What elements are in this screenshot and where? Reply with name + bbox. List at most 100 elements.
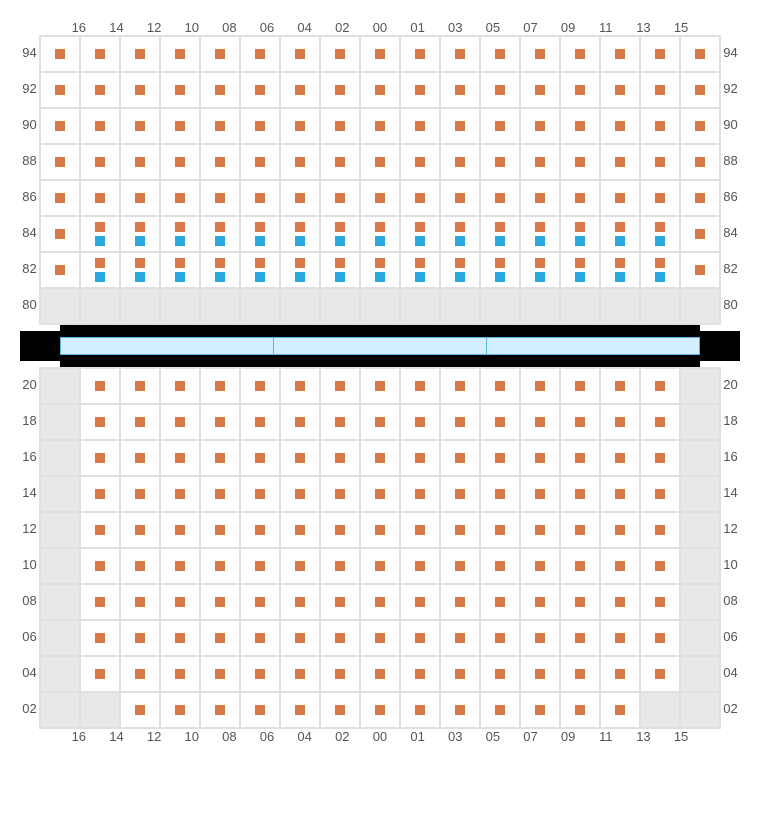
seat[interactable] [455, 453, 465, 463]
seat[interactable] [455, 85, 465, 95]
seat[interactable] [535, 453, 545, 463]
seat[interactable] [495, 417, 505, 427]
seat[interactable] [655, 489, 665, 499]
seat[interactable] [575, 121, 585, 131]
seat[interactable] [655, 525, 665, 535]
seat[interactable] [215, 222, 225, 232]
seat[interactable] [495, 85, 505, 95]
seat[interactable] [655, 222, 665, 232]
seat[interactable] [215, 489, 225, 499]
seat[interactable] [535, 236, 545, 246]
seat[interactable] [95, 222, 105, 232]
seat[interactable] [455, 561, 465, 571]
seat[interactable] [335, 669, 345, 679]
seat[interactable] [295, 525, 305, 535]
seat[interactable] [295, 669, 305, 679]
seat[interactable] [655, 417, 665, 427]
seat[interactable] [455, 121, 465, 131]
seat[interactable] [535, 121, 545, 131]
seat[interactable] [335, 561, 345, 571]
seat[interactable] [135, 157, 145, 167]
seat[interactable] [495, 381, 505, 391]
seat[interactable] [415, 453, 425, 463]
seat[interactable] [495, 121, 505, 131]
seat[interactable] [375, 49, 385, 59]
seat[interactable] [375, 633, 385, 643]
seat[interactable] [295, 705, 305, 715]
seat[interactable] [455, 236, 465, 246]
seat[interactable] [495, 222, 505, 232]
seat[interactable] [335, 222, 345, 232]
seat[interactable] [295, 417, 305, 427]
seat[interactable] [175, 121, 185, 131]
seat[interactable] [215, 236, 225, 246]
seat[interactable] [575, 258, 585, 268]
seat[interactable] [455, 157, 465, 167]
seat[interactable] [535, 525, 545, 535]
seat[interactable] [215, 258, 225, 268]
seat[interactable] [295, 236, 305, 246]
seat[interactable] [655, 381, 665, 391]
seat[interactable] [415, 222, 425, 232]
seat[interactable] [695, 49, 705, 59]
seat[interactable] [335, 85, 345, 95]
seat[interactable] [615, 669, 625, 679]
seat[interactable] [655, 193, 665, 203]
seat[interactable] [415, 157, 425, 167]
seat[interactable] [255, 489, 265, 499]
seat[interactable] [415, 669, 425, 679]
seat[interactable] [615, 705, 625, 715]
seat[interactable] [55, 157, 65, 167]
seat[interactable] [575, 222, 585, 232]
seat[interactable] [175, 561, 185, 571]
seat[interactable] [535, 85, 545, 95]
seat[interactable] [615, 381, 625, 391]
seat[interactable] [495, 193, 505, 203]
seat[interactable] [135, 222, 145, 232]
seat[interactable] [495, 525, 505, 535]
seat[interactable] [375, 193, 385, 203]
seat[interactable] [495, 236, 505, 246]
seat[interactable] [615, 417, 625, 427]
seat[interactable] [495, 705, 505, 715]
seat[interactable] [55, 49, 65, 59]
seat[interactable] [95, 49, 105, 59]
seat[interactable] [295, 561, 305, 571]
seat[interactable] [455, 49, 465, 59]
seat[interactable] [295, 272, 305, 282]
seat[interactable] [255, 669, 265, 679]
seat[interactable] [255, 417, 265, 427]
seat[interactable] [375, 705, 385, 715]
seat[interactable] [695, 193, 705, 203]
seat[interactable] [135, 561, 145, 571]
seat[interactable] [455, 525, 465, 535]
seat[interactable] [575, 157, 585, 167]
seat[interactable] [495, 669, 505, 679]
seat[interactable] [415, 381, 425, 391]
seat[interactable] [335, 381, 345, 391]
seat[interactable] [375, 489, 385, 499]
seat[interactable] [255, 222, 265, 232]
seat[interactable] [575, 453, 585, 463]
seat[interactable] [295, 453, 305, 463]
seat[interactable] [335, 193, 345, 203]
seat[interactable] [335, 489, 345, 499]
seat[interactable] [455, 633, 465, 643]
seat[interactable] [575, 236, 585, 246]
seat[interactable] [95, 489, 105, 499]
seat[interactable] [135, 85, 145, 95]
seat[interactable] [575, 705, 585, 715]
seat[interactable] [95, 121, 105, 131]
seat[interactable] [135, 417, 145, 427]
seat[interactable] [295, 597, 305, 607]
seat[interactable] [495, 157, 505, 167]
seat[interactable] [135, 193, 145, 203]
seat[interactable] [375, 417, 385, 427]
seat[interactable] [615, 49, 625, 59]
seat[interactable] [335, 597, 345, 607]
seat[interactable] [255, 258, 265, 268]
seat[interactable] [655, 49, 665, 59]
seat[interactable] [295, 49, 305, 59]
seat[interactable] [415, 489, 425, 499]
seat[interactable] [375, 453, 385, 463]
